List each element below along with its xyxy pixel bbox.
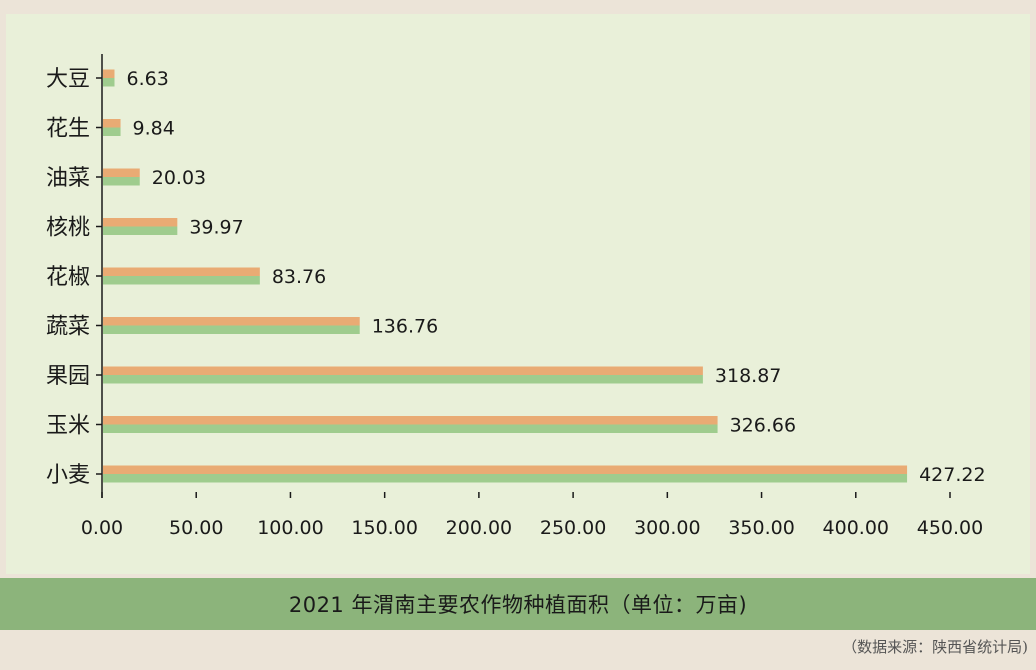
- category-label: 大豆: [46, 67, 90, 92]
- source-note: （数据来源：陕西省统计局): [842, 638, 1028, 656]
- chart-panel: 0.00 50.00 100.00 150.00 200.00 250.00 300.00 3…: [6, 14, 1030, 574]
- data-label: 83.76: [272, 266, 326, 288]
- data-label: 20.03: [152, 167, 206, 189]
- x-tick-label: 300.00: [634, 517, 700, 539]
- title-bar: 2021 年渭南主要农作物种植面积（单位：万亩): [0, 578, 1036, 630]
- x-tick-label: 150.00: [351, 517, 417, 539]
- category-label: 果园: [46, 364, 90, 389]
- x-tick-label: 100.00: [257, 517, 323, 539]
- bar: [103, 119, 121, 136]
- bar: [103, 366, 703, 384]
- bar: [103, 218, 178, 235]
- data-label: 9.84: [133, 118, 175, 140]
- bar: [103, 267, 260, 285]
- bar: [103, 168, 140, 186]
- bar-chart: 0.00 50.00 100.00 150.00 200.00 250.00 300.00 3…: [46, 54, 986, 539]
- x-tick-label: 200.00: [446, 517, 512, 539]
- data-label: 136.76: [372, 316, 438, 338]
- x-tick-label: 400.00: [823, 517, 889, 539]
- category-label: 核桃: [46, 216, 90, 241]
- category-label: 油菜: [46, 166, 90, 191]
- bar: [103, 69, 115, 87]
- x-tick-label: 50.00: [169, 517, 223, 539]
- data-label: 39.97: [189, 217, 243, 239]
- bar: [103, 317, 360, 334]
- bar: [103, 416, 718, 433]
- category-label: 花椒: [46, 265, 90, 290]
- category-label: 花生: [46, 117, 90, 142]
- x-tick-label: 350.00: [728, 517, 794, 539]
- category-label: 玉米: [46, 414, 90, 439]
- data-label: 318.87: [715, 365, 781, 387]
- category-label: 小麦: [46, 463, 90, 488]
- data-label: 427.22: [919, 464, 985, 486]
- data-label: 6.63: [126, 68, 168, 90]
- data-label: 326.66: [730, 415, 796, 437]
- bar: [103, 465, 908, 483]
- chart-title: 2021 年渭南主要农作物种植面积（单位：万亩): [288, 593, 748, 617]
- x-tick-label: 450.00: [917, 517, 983, 539]
- x-tick-label: 0.00: [81, 517, 123, 539]
- x-tick-label: 250.00: [540, 517, 606, 539]
- category-label: 蔬菜: [46, 315, 90, 340]
